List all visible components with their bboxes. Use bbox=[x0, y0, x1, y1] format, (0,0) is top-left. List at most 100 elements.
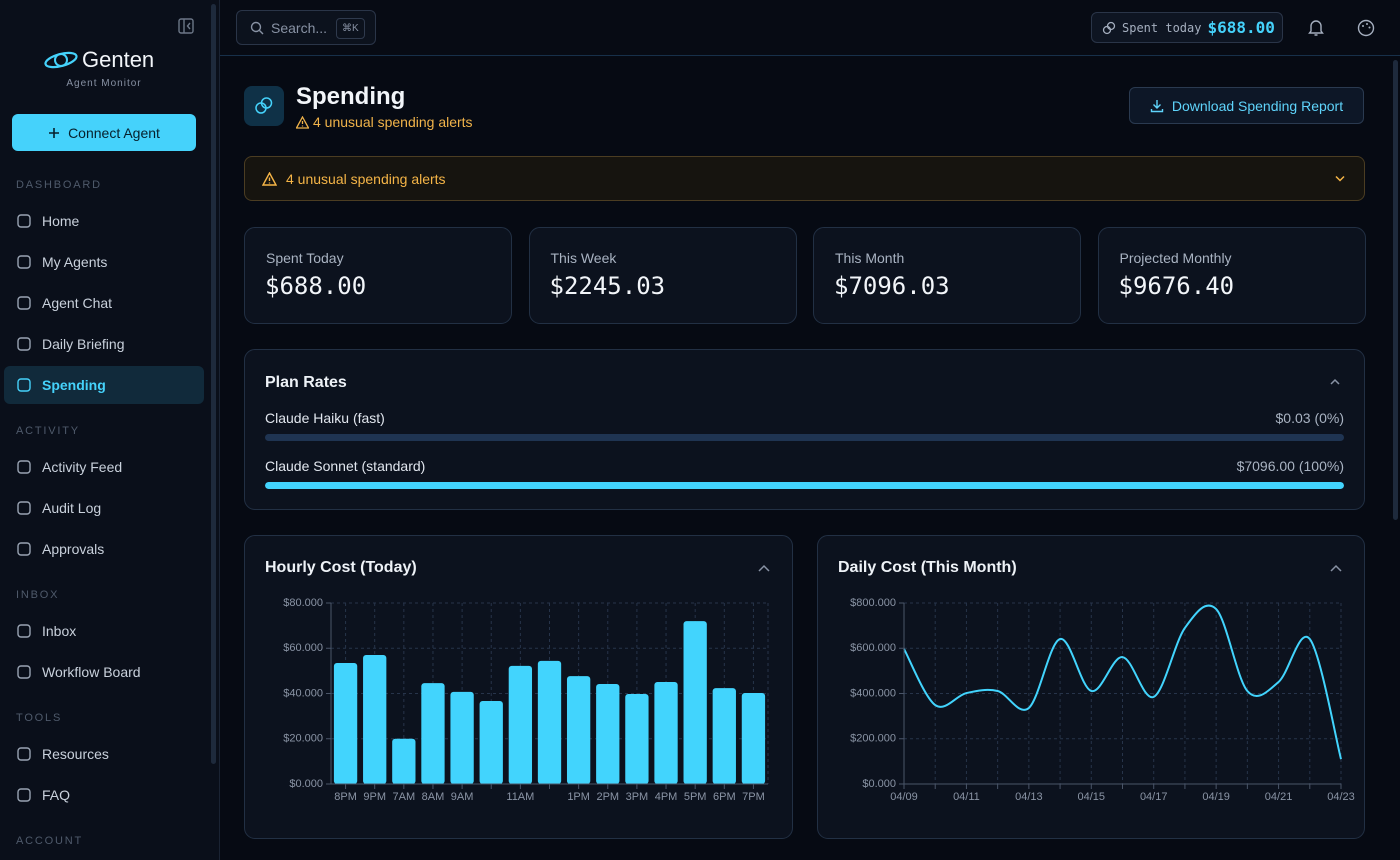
plus-icon bbox=[49, 127, 60, 138]
bar bbox=[566, 676, 591, 784]
nav-item-label: Spending bbox=[42, 377, 106, 393]
chart-card: Hourly Cost (Today) $0.000 $20.000 $40.000 $… bbox=[244, 535, 793, 839]
nav-icon-shape bbox=[17, 214, 31, 228]
download-icon bbox=[1150, 99, 1164, 112]
y-tick-label: $60.000 bbox=[283, 642, 323, 654]
nav-icon bbox=[17, 747, 31, 761]
page-subtitle: 4 unusual spending alerts bbox=[296, 114, 473, 130]
nav-icon bbox=[17, 296, 31, 310]
alert-banner[interactable]: 4 unusual spending alerts bbox=[244, 156, 1365, 201]
connect-agent-label: Connect Agent bbox=[68, 124, 160, 141]
collapse-icon[interactable] bbox=[758, 564, 770, 572]
nav-item[interactable]: Resources bbox=[4, 735, 204, 773]
collapse-icon[interactable] bbox=[1330, 564, 1342, 572]
x-tick-label: 4PM bbox=[655, 791, 678, 803]
plan-name: Claude Haiku (fast) bbox=[265, 410, 385, 426]
nav-item[interactable]: Daily Briefing bbox=[4, 325, 204, 363]
bar bbox=[479, 700, 503, 784]
nav-item[interactable]: Workflow Board bbox=[4, 653, 204, 691]
nav-icon bbox=[17, 378, 31, 392]
warning-icon bbox=[296, 115, 309, 129]
x-tick-label: 6PM bbox=[713, 791, 736, 803]
x-tick-label: 04/21 bbox=[1265, 791, 1293, 803]
stat-card: Projected Monthly $9676.40 bbox=[1097, 227, 1366, 324]
collapse-icon[interactable] bbox=[178, 18, 194, 34]
y-tick-label: $0.000 bbox=[289, 778, 323, 790]
x-tick-label: 8PM bbox=[334, 791, 357, 803]
y-tick-label: $40.000 bbox=[283, 687, 323, 699]
x-tick-label: 04/19 bbox=[1202, 791, 1230, 803]
stat-value: $7096.03 bbox=[834, 272, 950, 300]
x-tick-label: 1PM bbox=[567, 791, 590, 803]
spent-today-value: $688.00 bbox=[1207, 18, 1275, 37]
x-tick-label: 3PM bbox=[626, 791, 649, 803]
notifications-icon[interactable] bbox=[1308, 19, 1324, 37]
bar bbox=[654, 681, 678, 784]
nav-item[interactable]: FAQ bbox=[4, 776, 204, 814]
scrollbar[interactable] bbox=[211, 4, 216, 764]
x-tick-label: 9AM bbox=[451, 791, 474, 803]
nav-icon-shape bbox=[17, 296, 31, 310]
nav-item-label: My Agents bbox=[42, 254, 108, 270]
x-tick-label: 7AM bbox=[393, 791, 416, 803]
x-tick-label: 04/23 bbox=[1327, 791, 1355, 803]
nav-item[interactable]: Agent Chat bbox=[4, 284, 204, 322]
nav-item-label: Daily Briefing bbox=[42, 336, 125, 352]
bar bbox=[625, 693, 649, 784]
nav-item[interactable]: Inbox bbox=[4, 612, 204, 650]
connect-agent-button[interactable]: Connect Agent bbox=[12, 114, 196, 151]
nav-icon-shape bbox=[17, 624, 31, 638]
nav-item[interactable]: Activity Feed bbox=[4, 448, 204, 486]
y-tick-label: $0.000 bbox=[862, 778, 896, 790]
brand-logo bbox=[44, 51, 78, 69]
nav-item-label: Agent Chat bbox=[42, 295, 113, 311]
bar bbox=[421, 683, 445, 784]
x-tick-label: 04/15 bbox=[1078, 791, 1106, 803]
nav-item[interactable]: Audit Log bbox=[4, 489, 204, 527]
x-tick-label: 7PM bbox=[742, 791, 765, 803]
collapse-icon[interactable] bbox=[1330, 378, 1340, 386]
nav-icon-shape bbox=[17, 788, 31, 802]
x-tick-label: 11AM bbox=[506, 791, 534, 803]
nav-icon bbox=[17, 214, 31, 228]
stat-card: This Week $2245.03 bbox=[528, 227, 797, 324]
nav-item-label: Inbox bbox=[42, 623, 77, 639]
plan-bar-track bbox=[265, 482, 1344, 489]
search-placeholder: Search... bbox=[271, 20, 328, 36]
search-box[interactable]: Search... ⌘K bbox=[236, 10, 376, 45]
theme-icon[interactable] bbox=[1357, 19, 1375, 37]
main-scrollbar[interactable] bbox=[1393, 60, 1398, 520]
nav-item-label: Resources bbox=[42, 746, 109, 762]
bar bbox=[596, 683, 620, 784]
bar bbox=[392, 738, 416, 784]
nav-icon-shape bbox=[17, 747, 31, 761]
x-tick-label: 04/17 bbox=[1140, 791, 1168, 803]
plan-bar-track bbox=[265, 434, 1344, 441]
nav-item[interactable]: Home bbox=[4, 202, 204, 240]
spent-today-pill: Spent today $688.00 bbox=[1091, 12, 1283, 43]
bar bbox=[683, 621, 707, 784]
nav-icon bbox=[17, 255, 31, 269]
nav-icon bbox=[17, 665, 31, 679]
search-shortcut: ⌘K bbox=[336, 18, 365, 39]
nav-section-title: ACTIVITY bbox=[16, 425, 80, 437]
x-tick-label: 04/13 bbox=[1015, 791, 1043, 803]
bar bbox=[363, 655, 387, 784]
warning-icon bbox=[262, 172, 277, 186]
nav-item-label: Approvals bbox=[42, 541, 105, 557]
bar bbox=[333, 662, 358, 784]
nav-item[interactable]: Approvals bbox=[4, 530, 204, 568]
y-tick-label: $20.000 bbox=[283, 733, 323, 745]
plan-amount: $7096.00 (100%) bbox=[1236, 458, 1344, 474]
bar bbox=[712, 688, 736, 784]
nav-icon bbox=[17, 542, 31, 556]
nav-item[interactable]: Spending bbox=[4, 366, 204, 404]
download-report-button[interactable]: Download Spending Report bbox=[1129, 87, 1364, 124]
stat-label: Projected Monthly bbox=[1119, 250, 1232, 266]
nav-item[interactable]: My Agents bbox=[4, 243, 204, 281]
page-title: Spending bbox=[296, 83, 406, 110]
bar bbox=[450, 691, 474, 784]
x-tick-label: 04/11 bbox=[953, 791, 980, 803]
alert-banner-text: 4 unusual spending alerts bbox=[286, 171, 446, 187]
